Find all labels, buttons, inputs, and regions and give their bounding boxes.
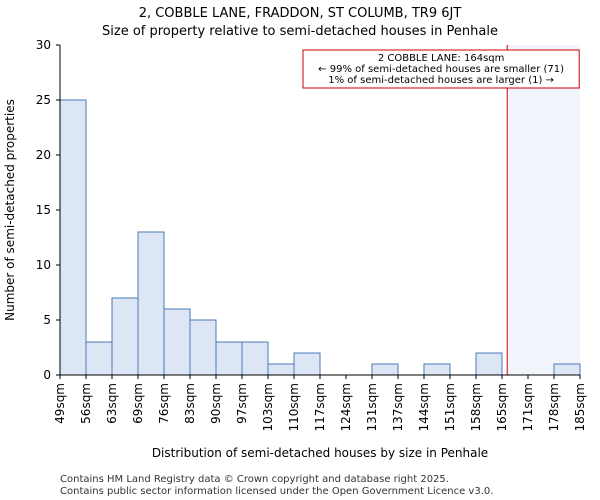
y-axis-label: Number of semi-detached properties	[3, 99, 17, 321]
x-tick-label: 124sqm	[339, 383, 353, 431]
y-tick-label: 25	[36, 93, 51, 107]
x-tick-label: 158sqm	[469, 383, 483, 431]
x-tick-label: 56sqm	[79, 383, 93, 424]
bar	[111, 297, 139, 376]
x-tick-label: 117sqm	[313, 383, 327, 431]
annotation-line-1: 2 COBBLE LANE: 164sqm	[378, 53, 505, 64]
x-tick-label: 76sqm	[157, 383, 171, 424]
y-tick-label: 15	[36, 203, 51, 217]
chart-subtitle: Size of property relative to semi-detach…	[102, 24, 498, 39]
y-tick-label: 10	[36, 258, 51, 272]
bar	[553, 363, 581, 376]
x-tick-label: 63sqm	[105, 383, 119, 424]
bar	[85, 341, 113, 376]
x-tick-label: 131sqm	[365, 383, 379, 431]
y-tick-label: 30	[36, 38, 51, 52]
bar	[423, 363, 451, 376]
annotation-line-2: ← 99% of semi-detached houses are smalle…	[318, 64, 564, 75]
x-tick-label: 178sqm	[547, 383, 561, 431]
x-tick-label: 185sqm	[573, 383, 587, 431]
bar	[475, 352, 503, 376]
y-tick-label: 20	[36, 148, 51, 162]
x-tick-label: 137sqm	[391, 383, 405, 431]
annotation-box	[302, 49, 580, 89]
plot-area: 0 5 10 15 20 25 30 49sqm 56sqm 63sqm 69sqm 76sqm 83s…	[36, 38, 587, 431]
x-tick-label: 165sqm	[495, 383, 509, 431]
bar	[371, 363, 399, 376]
x-tick-label: 144sqm	[417, 383, 431, 431]
x-tick-label: 151sqm	[443, 383, 457, 431]
annotation-line-3: 1% of semi-detached houses are larger (1…	[328, 75, 554, 86]
bar	[267, 363, 295, 376]
bar	[163, 308, 191, 376]
y-tick-label: 0	[43, 368, 51, 382]
chart-title: 2, COBBLE LANE, FRADDON, ST COLUMB, TR9 …	[139, 6, 462, 21]
footer-line-2: Contains public sector information licen…	[60, 486, 493, 497]
footer-line-1: Contains HM Land Registry data © Crown c…	[60, 474, 449, 485]
x-tick-label: 83sqm	[183, 383, 197, 424]
highlight-region	[507, 45, 580, 375]
x-tick-label: 69sqm	[131, 383, 145, 424]
bar	[293, 352, 321, 376]
x-tick-label: 103sqm	[261, 383, 275, 431]
x-axis-label: Distribution of semi-detached houses by …	[152, 446, 488, 460]
x-tick-label: 171sqm	[521, 383, 535, 431]
bar	[137, 231, 165, 376]
bar	[241, 341, 269, 376]
bar	[189, 319, 217, 376]
y-tick-label: 5	[43, 313, 51, 327]
x-tick-label: 97sqm	[235, 383, 249, 424]
x-tick-label: 49sqm	[53, 383, 67, 424]
x-tick-label: 90sqm	[209, 383, 223, 424]
x-tick-label: 110sqm	[287, 383, 301, 431]
bar	[215, 341, 243, 376]
bar	[59, 99, 87, 376]
